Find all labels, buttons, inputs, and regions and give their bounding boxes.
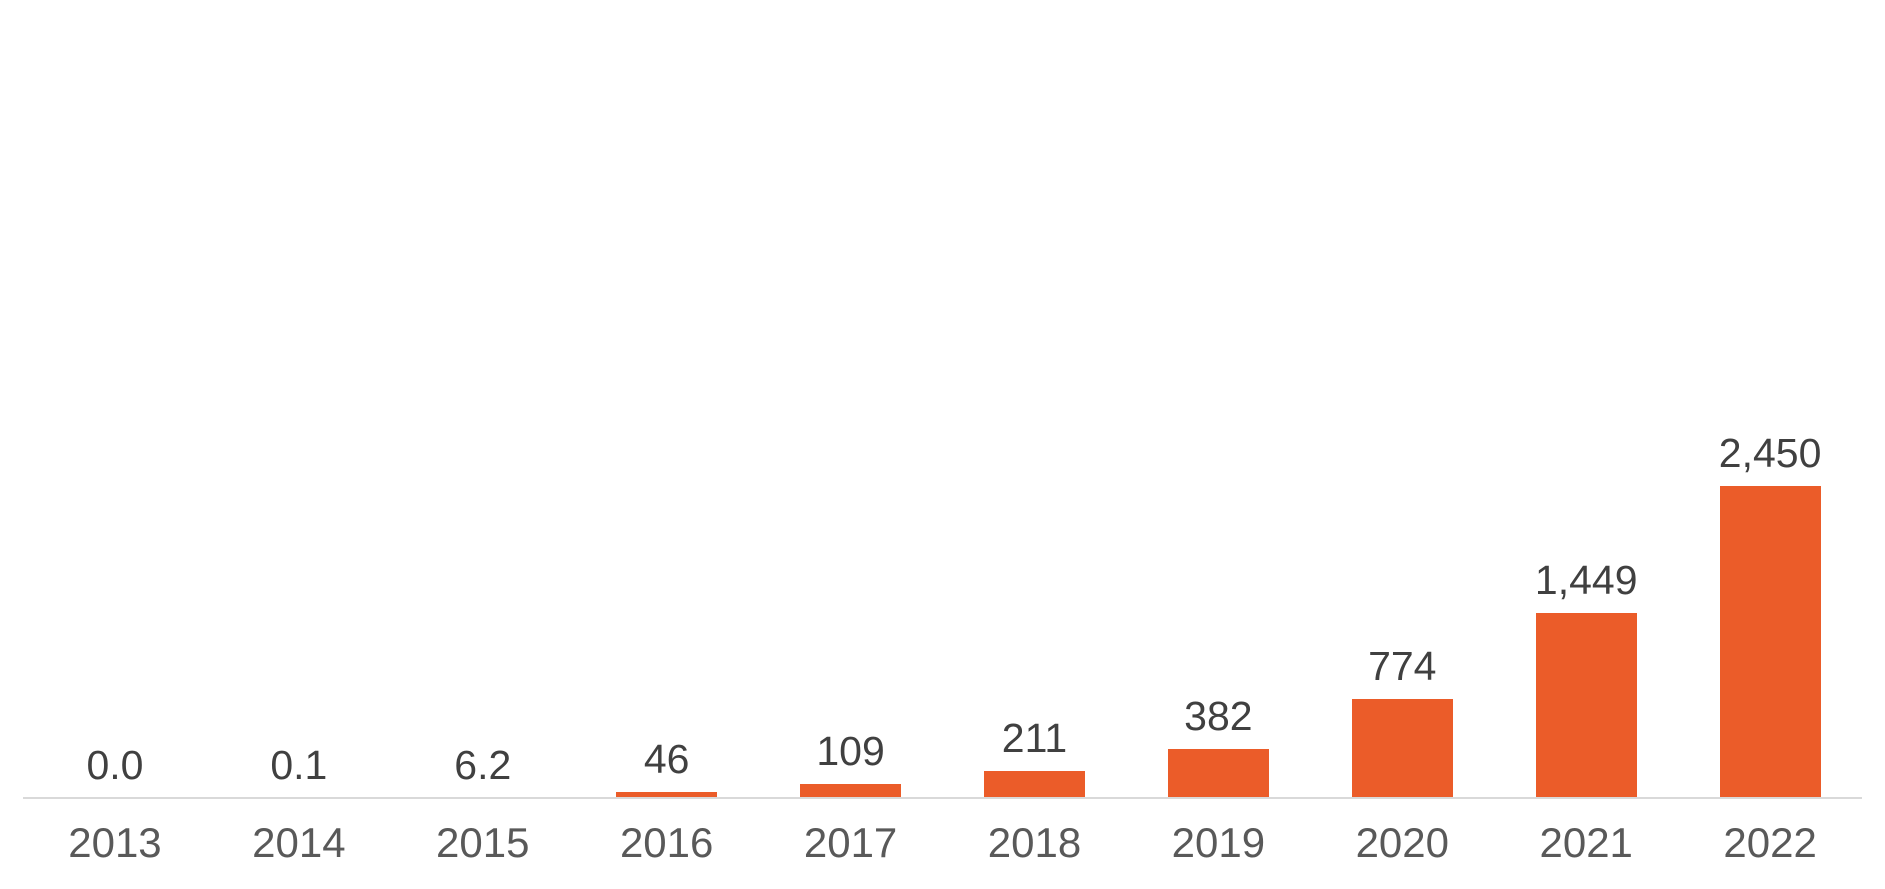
bar-value-label: 0.1 bbox=[270, 741, 328, 788]
bar-column: 46 bbox=[575, 0, 759, 798]
bar-column: 774 bbox=[1310, 0, 1494, 798]
bar bbox=[1535, 613, 1637, 798]
bar bbox=[800, 784, 902, 798]
x-tick-label: 2013 bbox=[68, 819, 162, 866]
bar-column: 0.1 bbox=[207, 0, 391, 798]
x-tick-label: 2019 bbox=[1171, 819, 1266, 866]
bar bbox=[1351, 699, 1453, 798]
bar-column: 109 bbox=[759, 0, 943, 798]
bar-value-label: 774 bbox=[1368, 642, 1437, 689]
bar-value-label: 0.0 bbox=[86, 741, 144, 788]
bar-value-label: 46 bbox=[643, 735, 690, 782]
bar-column: 382 bbox=[1126, 0, 1310, 798]
bar bbox=[983, 771, 1086, 798]
x-tick-label: 2018 bbox=[987, 819, 1082, 866]
bar bbox=[616, 792, 718, 798]
bar bbox=[1719, 486, 1821, 798]
bar-value-label: 382 bbox=[1184, 692, 1253, 739]
x-tick-label: 2014 bbox=[252, 819, 346, 866]
x-tick-label: 2015 bbox=[436, 819, 530, 866]
x-tick-label: 2016 bbox=[619, 819, 714, 866]
bar-value-label: 109 bbox=[816, 727, 885, 774]
x-tick-label: 2022 bbox=[1723, 819, 1817, 866]
bar-column: 6.2 bbox=[391, 0, 575, 798]
plot-area: 0.0 0.1 6.2 46 109 211 382 774 1,449 2,450 bbox=[23, 0, 1862, 798]
bar-column: 2,450 bbox=[1678, 0, 1862, 798]
bar-value-label: 2,450 bbox=[1718, 429, 1822, 476]
bar-value-label: 1,449 bbox=[1534, 556, 1638, 603]
bar-column: 0.0 bbox=[23, 0, 207, 798]
bar bbox=[1167, 749, 1269, 798]
bar-column: 1,449 bbox=[1494, 0, 1678, 798]
bar-value-label: 6.2 bbox=[454, 741, 512, 788]
x-tick-label: 2020 bbox=[1355, 819, 1450, 866]
x-tick-label: 2021 bbox=[1539, 819, 1633, 866]
x-axis-line bbox=[23, 797, 1862, 799]
x-tick-label: 2017 bbox=[803, 819, 898, 866]
bar-value-label: 211 bbox=[1001, 714, 1068, 761]
bar-column: 211 bbox=[943, 0, 1127, 798]
x-axis-tick-labels: 2013 2014 2015 2016 2017 2018 2019 2020 2021 2022 bbox=[23, 819, 1862, 866]
